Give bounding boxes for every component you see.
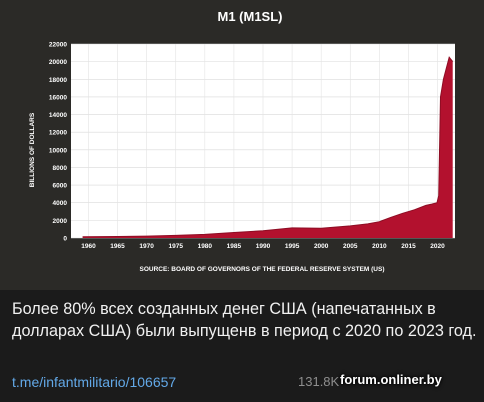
post-link[interactable]: t.me/infantmilitario/106657	[12, 374, 177, 390]
x-tick-label: 1985	[227, 243, 242, 250]
x-tick-label: 1995	[285, 243, 300, 250]
series-line	[82, 56, 454, 238]
y-axis-label: BILLIONS OF DOLLARS	[29, 112, 36, 187]
view-count: 131.8K	[298, 374, 340, 389]
y-tick-label: 12000	[49, 130, 67, 137]
x-tick-label: 2005	[343, 243, 358, 250]
y-tick-label: 8000	[53, 165, 68, 172]
x-tick-label: 2010	[372, 243, 387, 250]
x-tick-label: 2020	[430, 243, 445, 250]
y-tick-label: 0	[63, 236, 67, 243]
y-tick-label: 6000	[53, 183, 68, 190]
y-tick-label: 4000	[53, 200, 68, 207]
y-tick-label: 14000	[49, 112, 67, 119]
chart-source: SOURCE: BOARD OF GOVERNORS OF THE FEDERA…	[140, 266, 385, 273]
y-tick-label: 18000	[49, 77, 67, 84]
x-axis: 1960 1965 1970 1975 1980 1985 1990 1995 2000 2005…	[81, 243, 445, 250]
x-tick-label: 1980	[198, 243, 213, 250]
chart-title: M1 (M1SL)	[218, 9, 283, 24]
x-tick-label: 1975	[168, 243, 183, 250]
y-tick-label: 22000	[49, 42, 67, 49]
y-tick-label: 2000	[53, 218, 68, 225]
y-tick-label: 10000	[49, 147, 67, 154]
watermark: forum.onliner.by	[340, 372, 442, 387]
x-tick-label: 1970	[139, 243, 154, 250]
x-tick-label: 1960	[81, 243, 96, 250]
series-area	[82, 57, 453, 239]
x-tick-label: 2015	[401, 243, 416, 250]
post-message: Более 80% всех созданных денег США (напе…	[12, 300, 477, 340]
y-tick-label: 16000	[49, 94, 67, 101]
chart-image[interactable]: M1 (M1SL) 0 2000 4000 6000 8000 10000 12000 140…	[0, 0, 484, 290]
grid	[71, 43, 455, 239]
y-tick-label: 20000	[49, 59, 67, 66]
x-tick-label: 1965	[110, 243, 125, 250]
m1-chart: M1 (M1SL) 0 2000 4000 6000 8000 10000 12000 140…	[29, 9, 455, 273]
y-axis: 0 2000 4000 6000 8000 10000 12000 14000 16000 180…	[49, 42, 67, 243]
x-tick-label: 2000	[314, 243, 329, 250]
x-tick-label: 1990	[256, 243, 271, 250]
